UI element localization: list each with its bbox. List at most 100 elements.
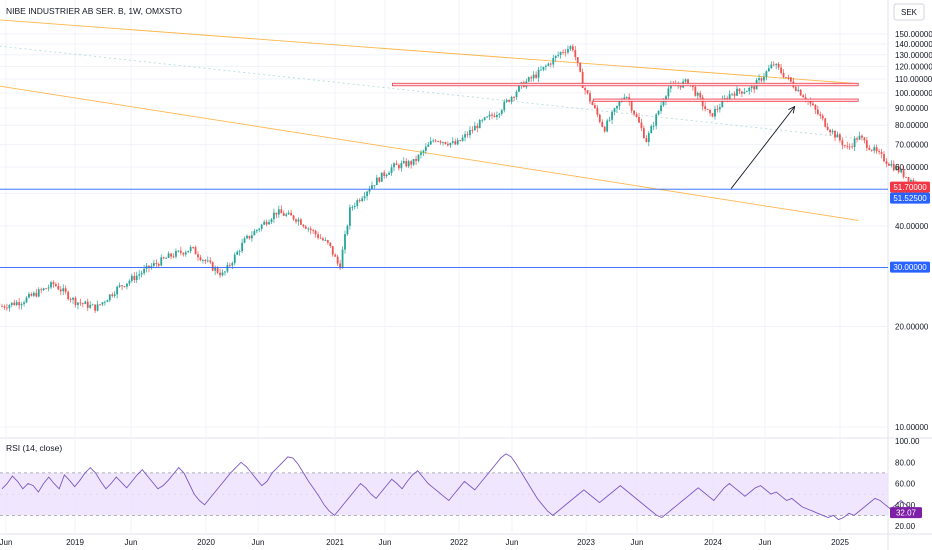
candle-body bbox=[567, 49, 569, 53]
candle-body bbox=[473, 125, 476, 131]
arrow-head[interactable] bbox=[788, 105, 796, 114]
candle-body bbox=[483, 117, 486, 120]
candle-body bbox=[736, 88, 738, 96]
candle-body bbox=[268, 222, 270, 225]
candle-body bbox=[696, 92, 699, 96]
candle-body bbox=[449, 142, 452, 146]
candle-body bbox=[106, 300, 109, 302]
candle-body bbox=[424, 146, 427, 151]
candle-body bbox=[290, 212, 292, 216]
candle-body bbox=[255, 229, 258, 232]
projection-arrow[interactable] bbox=[730, 105, 796, 189]
candle-body bbox=[162, 257, 165, 259]
price-tick-label: 130.00000 bbox=[895, 51, 932, 60]
candle-body bbox=[848, 146, 851, 148]
candle-body bbox=[302, 224, 305, 227]
candle-body bbox=[153, 263, 155, 266]
candle-body bbox=[415, 159, 417, 161]
candle-body bbox=[559, 52, 562, 55]
candle-body bbox=[608, 119, 611, 121]
candle-body bbox=[772, 64, 775, 66]
candle-body bbox=[667, 88, 670, 97]
candle-body bbox=[138, 274, 141, 276]
candle-body bbox=[765, 71, 768, 77]
previous-price-label-bg bbox=[890, 192, 930, 204]
candle-body bbox=[398, 164, 400, 169]
candle-body bbox=[790, 77, 792, 82]
candle-body bbox=[422, 150, 425, 153]
candle-body bbox=[456, 140, 459, 145]
resistance-zone-1[interactable] bbox=[392, 82, 859, 87]
candle-body bbox=[865, 140, 868, 148]
candle-body bbox=[304, 226, 307, 229]
candle-body bbox=[905, 176, 907, 178]
candle-body bbox=[863, 137, 866, 141]
candle-body bbox=[535, 74, 537, 78]
channel-line-2[interactable] bbox=[0, 83, 859, 221]
resistance-zone-2[interactable] bbox=[593, 98, 859, 102]
candle-body bbox=[527, 77, 530, 82]
candle-body bbox=[277, 209, 280, 215]
candle-body bbox=[231, 263, 234, 266]
candle-body bbox=[15, 302, 18, 306]
candle-body bbox=[157, 263, 160, 266]
candle-body bbox=[366, 191, 368, 197]
candle-body bbox=[875, 147, 878, 152]
candle-body bbox=[67, 291, 70, 300]
candle-body bbox=[3, 306, 6, 308]
candle-body bbox=[339, 263, 341, 269]
candle-body bbox=[140, 273, 143, 275]
candle-body bbox=[420, 152, 422, 155]
candle-body bbox=[895, 166, 898, 171]
candle-body bbox=[910, 180, 912, 182]
candle-body bbox=[890, 163, 893, 166]
candle-body bbox=[52, 282, 55, 285]
candle-body bbox=[326, 240, 329, 243]
candle-body bbox=[498, 113, 501, 116]
candle-body bbox=[400, 163, 403, 169]
candle-body bbox=[586, 90, 589, 94]
time-tick-label: 2025 bbox=[831, 538, 849, 547]
candle-body bbox=[228, 264, 231, 266]
candle-body bbox=[476, 125, 479, 129]
candle-body bbox=[669, 84, 672, 89]
candle-body bbox=[199, 257, 202, 261]
candle-body bbox=[809, 100, 812, 104]
candle-body bbox=[10, 302, 13, 306]
channel-lines[interactable] bbox=[0, 18, 859, 221]
candle-body bbox=[902, 169, 905, 177]
candle-body bbox=[598, 114, 601, 122]
support-lines[interactable] bbox=[0, 188, 888, 269]
candle-body bbox=[104, 301, 106, 303]
candle-body bbox=[341, 249, 344, 269]
arrow-shaft[interactable] bbox=[730, 106, 796, 189]
candle-body bbox=[179, 250, 182, 253]
candle-body bbox=[13, 302, 16, 306]
candle-body bbox=[371, 185, 373, 189]
channel-line-1[interactable] bbox=[0, 18, 859, 85]
candle-body bbox=[814, 105, 817, 110]
candle-body bbox=[248, 235, 251, 239]
candle-body bbox=[390, 167, 393, 173]
candle-body bbox=[273, 212, 275, 220]
candle-body bbox=[824, 118, 827, 127]
candle-body bbox=[540, 69, 542, 71]
currency-button[interactable]: SEK bbox=[893, 3, 925, 21]
time-tick-label: Jun bbox=[0, 538, 12, 547]
candle-body bbox=[182, 252, 185, 255]
candle-body bbox=[488, 114, 491, 117]
candle-body bbox=[442, 142, 444, 143]
candle-body bbox=[907, 177, 910, 182]
channel-line-3[interactable] bbox=[0, 44, 859, 139]
candle-body bbox=[880, 152, 883, 154]
candle-body bbox=[292, 215, 295, 220]
candle-body bbox=[496, 115, 498, 117]
candle-body bbox=[706, 108, 709, 110]
candle-body bbox=[471, 130, 474, 131]
candle-body bbox=[645, 138, 648, 142]
resistance-zones[interactable] bbox=[392, 82, 859, 102]
candle-body bbox=[407, 161, 410, 167]
candle-body bbox=[552, 57, 555, 65]
candle-body bbox=[491, 114, 493, 116]
candle-body bbox=[841, 140, 844, 146]
